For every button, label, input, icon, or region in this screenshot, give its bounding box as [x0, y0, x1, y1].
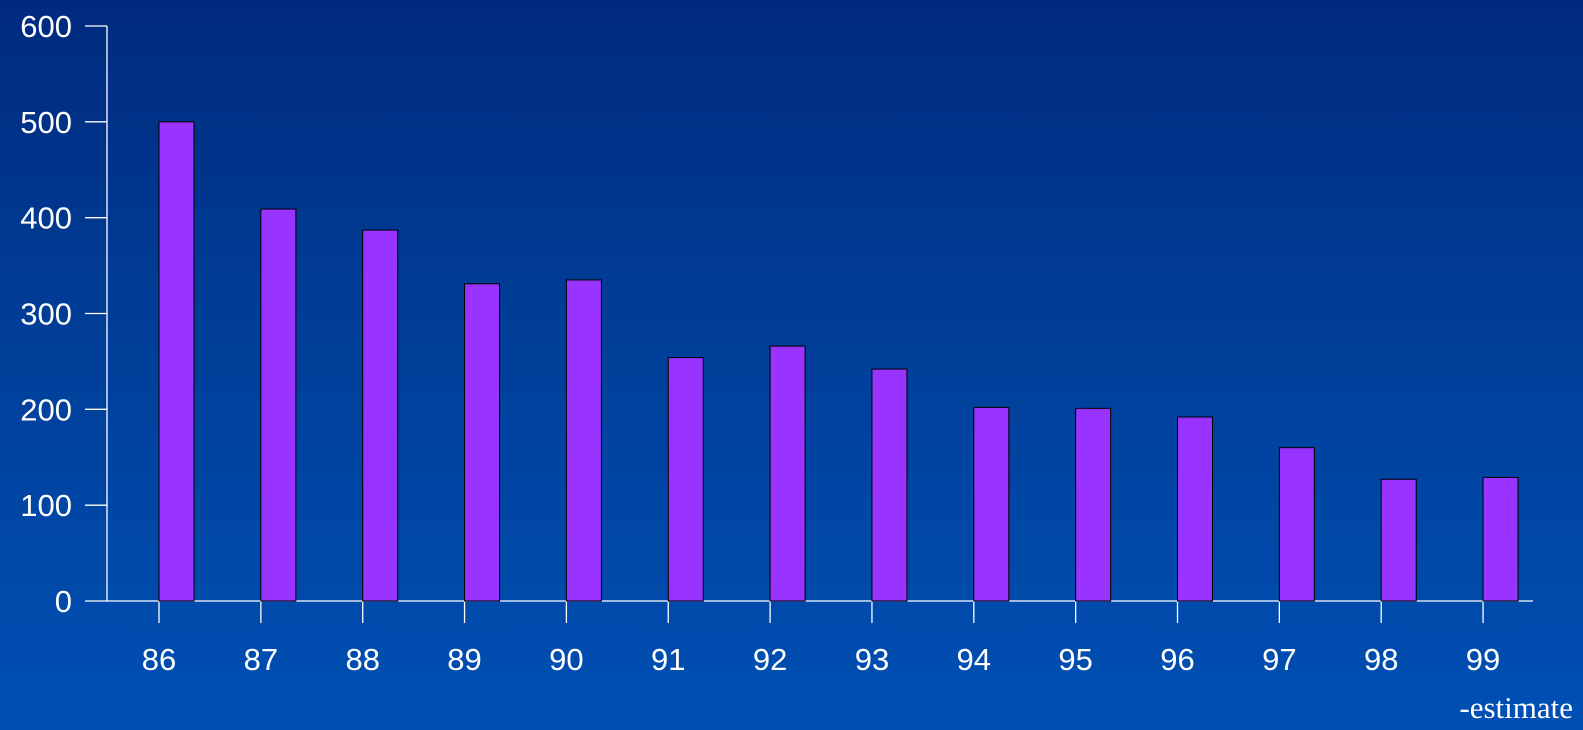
x-tick-label: 87 — [244, 642, 278, 677]
y-axis — [85, 25, 108, 602]
bar-98 — [1380, 478, 1417, 602]
x-tick-label: 98 — [1364, 642, 1398, 677]
x-tick-label: 86 — [142, 642, 176, 677]
x-tick-label: 92 — [753, 642, 787, 677]
x-axis — [107, 600, 1533, 623]
bar-97 — [1278, 447, 1315, 602]
y-tick-label: 400 — [20, 201, 72, 236]
y-tick-label: 600 — [20, 9, 72, 44]
bar-87 — [260, 208, 297, 602]
x-tick-label: 91 — [651, 642, 685, 677]
x-tick-labels: 86 87 88 89 90 91 92 93 94 95 96 97 98 99 — [142, 642, 1501, 677]
x-tick-label: 90 — [549, 642, 583, 677]
y-tick-label: 200 — [20, 392, 72, 427]
x-tick-label: 95 — [1058, 642, 1092, 677]
bar-94 — [973, 406, 1010, 602]
x-tick-label: 96 — [1160, 642, 1194, 677]
y-tick-labels: 0 100 200 300 400 500 600 — [20, 9, 72, 619]
bar-88 — [362, 229, 399, 602]
bar-86 — [158, 121, 195, 602]
x-tick-label: 99 — [1466, 642, 1500, 677]
x-tick-label: 89 — [447, 642, 481, 677]
estimate-note: -estimate — [1459, 690, 1573, 725]
bar-95 — [1075, 407, 1112, 602]
bar-96 — [1177, 416, 1213, 602]
bar-91 — [667, 357, 704, 602]
y-tick-label: 100 — [20, 488, 72, 523]
y-tick-label: 300 — [20, 297, 72, 332]
x-tick-label: 97 — [1262, 642, 1296, 677]
bar-90 — [565, 279, 602, 602]
bar-99 — [1482, 476, 1519, 602]
x-tick-label: 93 — [855, 642, 889, 677]
bar-89 — [464, 283, 501, 602]
x-tick-label: 94 — [957, 642, 991, 677]
y-tick-label: 500 — [20, 105, 72, 140]
bars — [158, 121, 1519, 602]
bar-93 — [871, 368, 908, 602]
y-tick-label: 0 — [55, 584, 72, 619]
bar-92 — [769, 345, 806, 602]
x-tick-label: 88 — [345, 642, 379, 677]
